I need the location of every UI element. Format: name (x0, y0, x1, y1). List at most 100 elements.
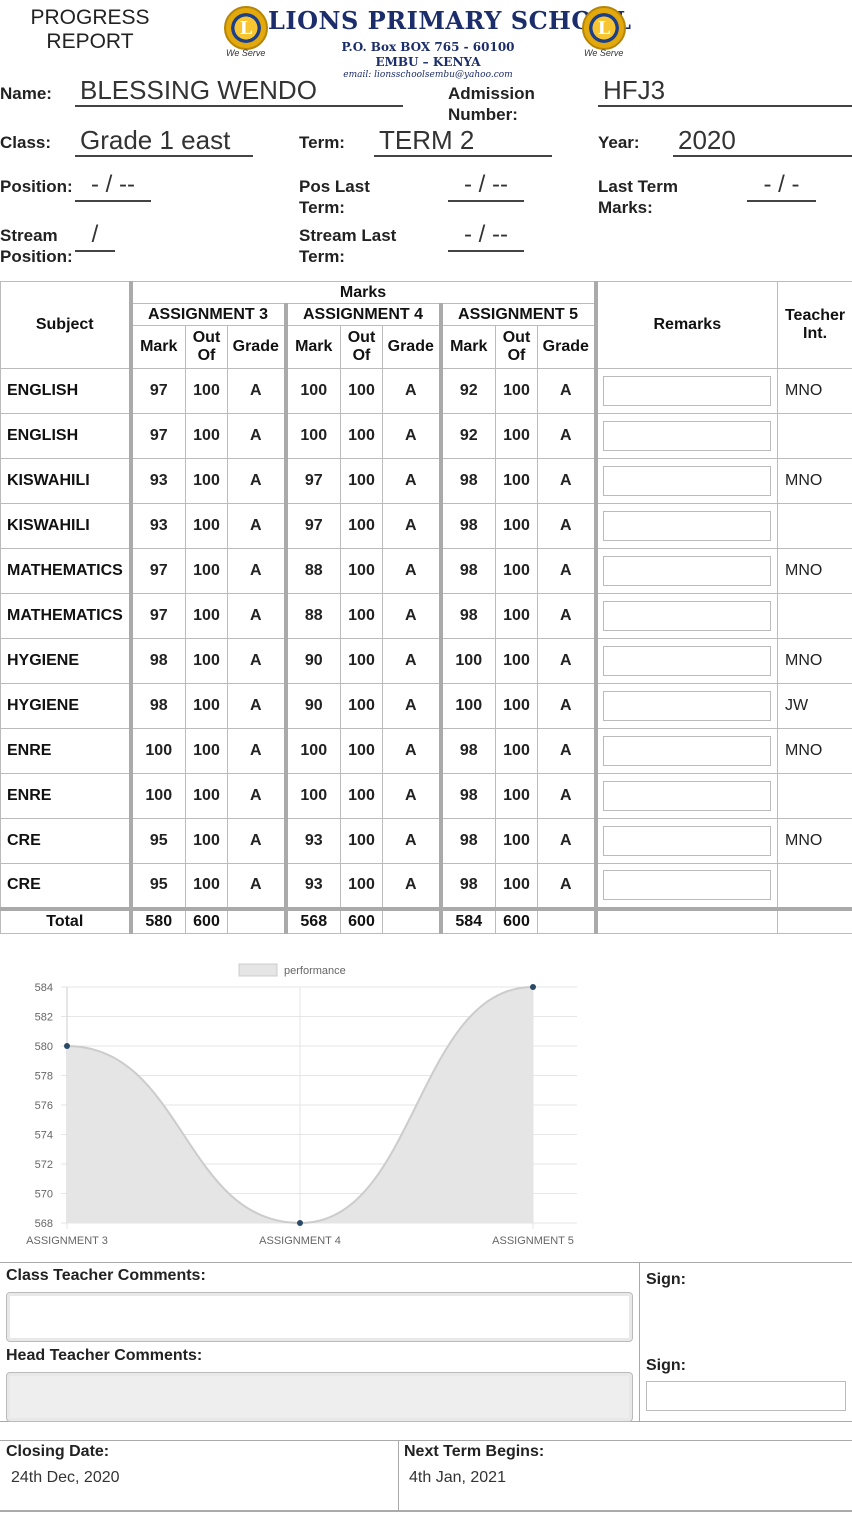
outof-cell: 100 (340, 593, 383, 639)
remarks-input[interactable] (603, 826, 772, 856)
report-title: PROGRESS REPORT (0, 6, 180, 54)
teacher-header: Teacher Int. (777, 281, 852, 369)
admission-label: Admission Number: (448, 84, 535, 124)
remarks-input[interactable] (603, 511, 772, 541)
grade-cell: A (382, 458, 441, 504)
mark-header: Mark (438, 325, 496, 369)
head-teacher-sign-input[interactable] (646, 1381, 846, 1411)
mark-cell: 88 (283, 548, 341, 594)
mark-cell: 98 (438, 863, 496, 909)
teacher-initials-cell: MNO (777, 548, 852, 594)
remarks-input[interactable] (603, 781, 772, 811)
grade-cell: A (382, 548, 441, 594)
remarks-input[interactable] (603, 466, 772, 496)
teacher-initials-cell: MNO (777, 458, 852, 504)
marks-table: Subject Marks Remarks Teacher Int. ASSIGN… (0, 281, 852, 934)
mark-cell: 93 (128, 503, 186, 549)
remarks-input[interactable] (603, 646, 772, 676)
lions-logo-right-icon: L (582, 6, 626, 50)
remarks-input[interactable] (603, 870, 772, 901)
outof-cell: 100 (340, 503, 383, 549)
outof-cell: 100 (185, 863, 228, 909)
outof-cell: 100 (340, 773, 383, 819)
mark-cell: 92 (438, 413, 496, 459)
mark-cell: 97 (128, 548, 186, 594)
total-mark: 580 (128, 906, 186, 934)
term-value: TERM 2 (374, 125, 552, 157)
outof-cell: 100 (185, 458, 228, 504)
mark-cell: 100 (438, 683, 496, 729)
grade-cell: A (536, 368, 597, 414)
grade-cell: A (227, 413, 286, 459)
table-row: ENRE 100 100 A 100 100 A 98 100 A MNO (0, 728, 852, 774)
report-title-line1: PROGRESS (30, 6, 150, 29)
mark-cell: 97 (283, 458, 341, 504)
mark-cell: 95 (128, 818, 186, 864)
mark-cell: 100 (283, 413, 341, 459)
remarks-input[interactable] (603, 691, 772, 721)
table-row: ENGLISH 97 100 A 100 100 A 92 100 A MNO (0, 368, 852, 414)
grade-cell: A (536, 818, 597, 864)
last-term-marks-value: - / - (747, 170, 816, 202)
head-teacher-comments-input[interactable] (6, 1372, 633, 1422)
grade-cell: A (536, 593, 597, 639)
grade-cell: A (382, 818, 441, 864)
remarks-input[interactable] (603, 736, 772, 766)
class-teacher-comments-input[interactable] (6, 1292, 633, 1342)
remarks-input[interactable] (603, 421, 772, 451)
legend-swatch (238, 963, 278, 977)
mark-cell: 90 (283, 683, 341, 729)
remarks-header: Remarks (593, 281, 779, 369)
table-row: KISWAHILI 93 100 A 97 100 A 98 100 A MNO (0, 458, 852, 504)
grade-cell: A (536, 728, 597, 774)
mark-cell: 100 (128, 728, 186, 774)
x-tick-label: ASSIGNMENT 3 (26, 1235, 108, 1247)
assignment-5-header: ASSIGNMENT 5 (438, 303, 597, 326)
grade-cell: A (536, 863, 597, 909)
table-row: CRE 95 100 A 93 100 A 98 100 A MNO (0, 818, 852, 864)
grade-cell: A (227, 638, 286, 684)
subject-cell: CRE (0, 818, 131, 864)
remarks-cell (593, 683, 779, 729)
mark-cell: 98 (438, 548, 496, 594)
performance-chart: 568 570 572 574 576 578 580 582 584 ASSIGNMENT 3 A… (26, 963, 577, 1247)
grade-cell: A (536, 683, 597, 729)
data-point (530, 984, 536, 990)
mark-cell: 100 (128, 773, 186, 819)
remarks-input[interactable] (603, 376, 772, 406)
year-value: 2020 (673, 125, 852, 157)
outof-cell: 100 (495, 773, 538, 819)
total-outof: 600 (340, 906, 383, 934)
stream-position-label: Stream Position: (0, 226, 73, 266)
mark-cell: 95 (128, 863, 186, 909)
student-name: BLESSING WENDO (75, 75, 403, 107)
grade-cell: A (382, 863, 441, 909)
mark-cell: 93 (128, 458, 186, 504)
teacher-initials-cell: MNO (777, 818, 852, 864)
pos-last-term-value: - / -- (448, 170, 524, 202)
mark-cell: 97 (128, 413, 186, 459)
mark-cell: 88 (283, 593, 341, 639)
outof-cell: 100 (340, 458, 383, 504)
remarks-cell (593, 503, 779, 549)
marks-header: Marks (128, 281, 597, 304)
remarks-input[interactable] (603, 601, 772, 631)
grade-cell: A (227, 548, 286, 594)
outof-cell: 100 (185, 503, 228, 549)
closing-date-value: 24th Dec, 2020 (11, 1469, 120, 1486)
outof-cell: 100 (340, 413, 383, 459)
mark-cell: 98 (128, 683, 186, 729)
outof-cell: 100 (185, 728, 228, 774)
teacher-initials-cell (777, 503, 852, 549)
position-label: Position: (0, 177, 73, 196)
total-label: Total (0, 906, 131, 934)
remarks-cell (593, 413, 779, 459)
subject-cell: ENGLISH (0, 413, 131, 459)
name-label: Name: (0, 84, 52, 103)
subject-cell: HYGIENE (0, 638, 131, 684)
grade-cell: A (382, 503, 441, 549)
remarks-input[interactable] (603, 556, 772, 586)
teacher-initials-cell: MNO (777, 368, 852, 414)
grade-cell: A (227, 503, 286, 549)
mark-cell: 100 (283, 368, 341, 414)
